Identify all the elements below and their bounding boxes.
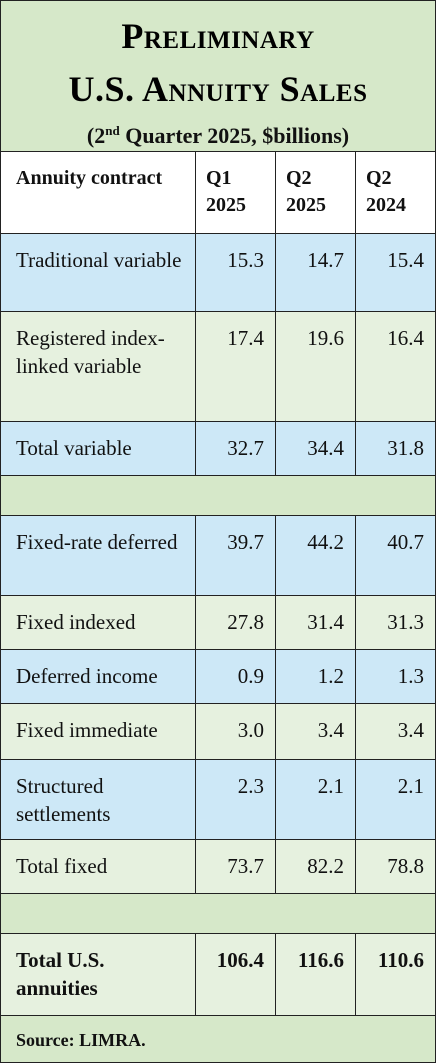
row-q2-2024: 40.7 xyxy=(355,516,435,596)
table-header-row: Annuity contract Q1 2025 Q2 2025 Q2 2024 xyxy=(1,151,435,234)
table-row: Fixed-rate deferred 39.7 44.2 40.7 xyxy=(1,515,435,596)
table-row: Structured settlements 2.3 2.1 2.1 xyxy=(1,759,435,840)
header-q2-2024: Q2 2024 xyxy=(355,152,435,234)
row-q2-2025: 3.4 xyxy=(275,704,355,760)
row-q2-2025: 116.6 xyxy=(275,934,355,1016)
table-row: Total fixed 73.7 82.2 78.8 xyxy=(1,839,435,894)
row-q2-2025: 34.4 xyxy=(275,422,355,476)
row-q2-2025: 2.1 xyxy=(275,760,355,840)
title-line-2: U.S. Annuity Sales xyxy=(68,69,368,109)
row-q2-2025: 19.6 xyxy=(275,312,355,422)
row-q2-2025: 82.2 xyxy=(275,840,355,894)
row-q1-2025: 39.7 xyxy=(195,516,275,596)
row-q2-2024: 31.8 xyxy=(355,422,435,476)
row-q2-2024: 78.8 xyxy=(355,840,435,894)
row-q2-2025: 44.2 xyxy=(275,516,355,596)
header-q1-2025: Q1 2025 xyxy=(195,152,275,234)
row-q1-2025: 15.3 xyxy=(195,234,275,312)
title-block: Preliminary U.S. Annuity Sales (2nd Quar… xyxy=(1,1,435,151)
row-q2-2024: 110.6 xyxy=(355,934,435,1016)
row-q1-2025: 27.8 xyxy=(195,596,275,650)
row-label: Deferred income xyxy=(16,664,158,688)
row-q1-2025: 32.7 xyxy=(195,422,275,476)
header-q2-2025: Q2 2025 xyxy=(275,152,355,234)
row-q2-2024: 16.4 xyxy=(355,312,435,422)
table-row: Fixed indexed 27.8 31.4 31.3 xyxy=(1,595,435,650)
row-q2-2024: 3.4 xyxy=(355,704,435,760)
row-q1-2025: 3.0 xyxy=(195,704,275,760)
row-label: Total fixed xyxy=(16,854,108,878)
subtitle-prefix: (2 xyxy=(86,123,106,148)
header-annuity-contract: Annuity contract xyxy=(16,167,163,189)
row-q2-2025: 14.7 xyxy=(275,234,355,312)
spacer-row xyxy=(1,893,435,934)
table-row-total: Total U.S. annuities 106.4 116.6 110.6 xyxy=(1,933,435,1016)
table-row: Fixed immediate 3.0 3.4 3.4 xyxy=(1,703,435,760)
row-q2-2024: 31.3 xyxy=(355,596,435,650)
row-q1-2025: 106.4 xyxy=(195,934,275,1016)
row-label: Total U.S. annuities xyxy=(16,948,105,1000)
source-note: Source: LIMRA. xyxy=(1,1015,435,1062)
row-label: Fixed-rate deferred xyxy=(16,530,178,554)
row-q1-2025: 0.9 xyxy=(195,650,275,704)
row-label: Fixed immediate xyxy=(16,718,158,742)
table-row: Registered index-linked variable 17.4 19… xyxy=(1,311,435,422)
row-q2-2024: 15.4 xyxy=(355,234,435,312)
row-q1-2025: 17.4 xyxy=(195,312,275,422)
title-line-1: Preliminary xyxy=(121,16,315,56)
row-label: Fixed indexed xyxy=(16,610,136,634)
row-q2-2025: 31.4 xyxy=(275,596,355,650)
row-label: Structured settlements xyxy=(16,774,111,826)
table-row: Deferred income 0.9 1.2 1.3 xyxy=(1,649,435,704)
row-label: Total variable xyxy=(16,436,132,460)
row-q2-2024: 2.1 xyxy=(355,760,435,840)
row-q2-2024: 1.3 xyxy=(355,650,435,704)
table-row: Total variable 32.7 34.4 31.8 xyxy=(1,421,435,476)
spacer-row xyxy=(1,475,435,516)
row-label: Registered index-linked variable xyxy=(16,326,165,378)
subtitle-superscript: nd xyxy=(105,123,120,138)
row-q1-2025: 73.7 xyxy=(195,840,275,894)
table-row: Traditional variable 15.3 14.7 15.4 xyxy=(1,233,435,312)
row-q1-2025: 2.3 xyxy=(195,760,275,840)
subtitle: (2nd Quarter 2025, $billions) xyxy=(1,118,435,149)
row-label: Traditional variable xyxy=(16,248,182,272)
row-q2-2025: 1.2 xyxy=(275,650,355,704)
subtitle-suffix: Quarter 2025, $billions) xyxy=(119,123,350,148)
